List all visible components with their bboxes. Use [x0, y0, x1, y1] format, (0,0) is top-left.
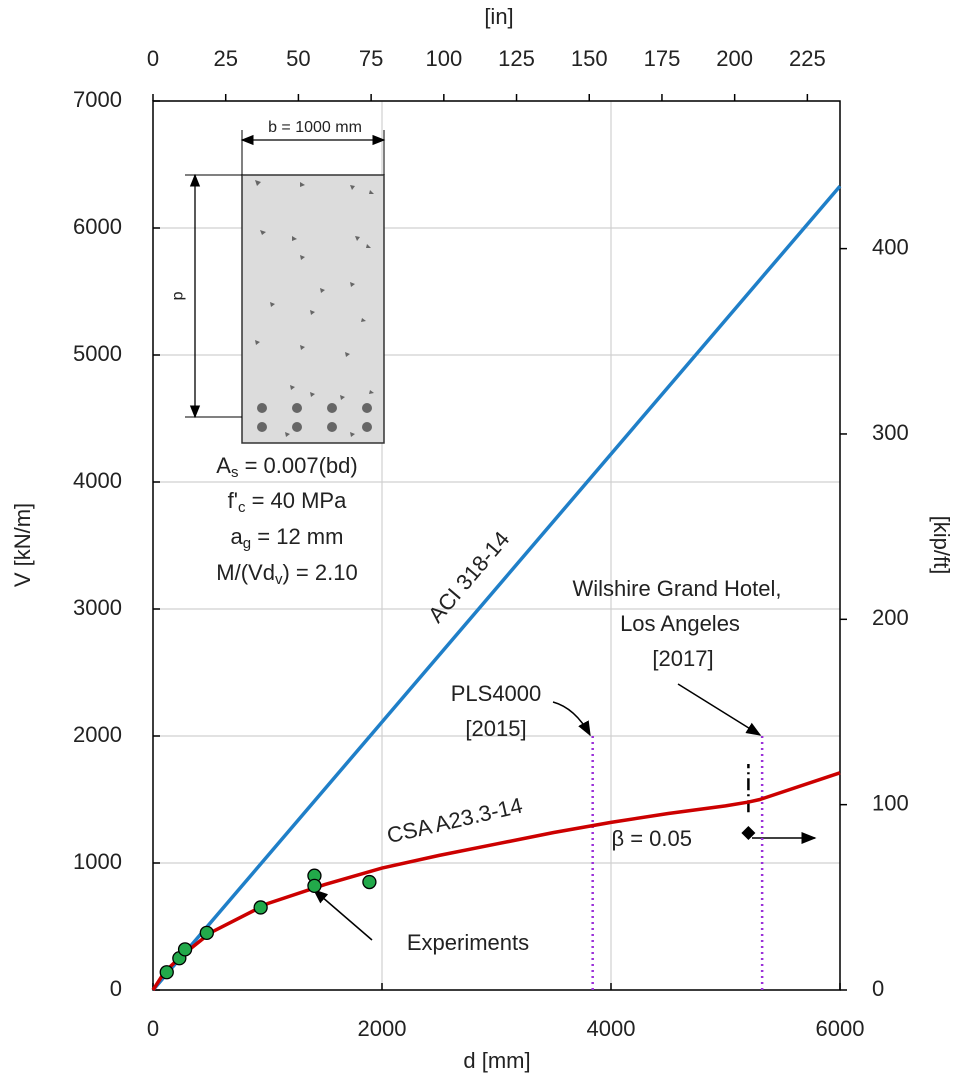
data-point: [159, 965, 174, 980]
x2-tick-label: 225: [789, 46, 826, 71]
x2-tick-label: 100: [425, 46, 462, 71]
section-depth: d: [170, 292, 187, 301]
x2-tick-label: 75: [359, 46, 383, 71]
annotation: PLS4000: [451, 681, 542, 706]
x-tick-label: 0: [147, 1016, 159, 1041]
formula-part: f': [228, 488, 238, 513]
x2-axis-title: [in]: [484, 4, 513, 29]
data-point: [307, 878, 322, 894]
subscript: s: [231, 464, 239, 481]
series-label: Experiments: [407, 930, 529, 955]
section-formula: M/(Vdv) = 2.10: [216, 560, 357, 588]
y2-axis-title: [kip/ft]: [929, 516, 954, 575]
x2-tick-label: 0: [147, 46, 159, 71]
y-tick-label: 2000: [73, 722, 122, 747]
y2-tick-label: 300: [872, 420, 909, 445]
subscript: v: [275, 571, 283, 588]
series-label: CSA A23.3-14: [384, 793, 524, 848]
y-tick-label: 3000: [73, 595, 122, 620]
annotation: Los Angeles: [620, 611, 740, 636]
data-point: [177, 942, 193, 957]
series-label: ACI 318-14: [423, 526, 514, 627]
y2-tick-label: 100: [872, 790, 909, 815]
data-point: [253, 900, 268, 915]
plot-frame: [152, 100, 841, 991]
formula-part: ) = 2.10: [282, 560, 357, 585]
y-axis-title: V [kN/m]: [10, 503, 35, 587]
series-line: [151, 184, 842, 992]
formula-part: A: [216, 453, 231, 478]
y2-tick-label: 200: [872, 605, 909, 630]
formula-part: = 40 MPa: [245, 488, 347, 513]
x2-tick-label: 50: [286, 46, 310, 71]
annotation: Wilshire Grand Hotel,: [572, 576, 781, 601]
annotation: [2017]: [652, 646, 713, 671]
x2-tick-label: 150: [571, 46, 608, 71]
y2-tick-label: 400: [872, 234, 909, 259]
x-tick-label: 6000: [816, 1016, 865, 1041]
x2-tick-label: 25: [213, 46, 237, 71]
data-point: [199, 925, 214, 940]
section-formula: f'c = 40 MPa: [228, 488, 347, 516]
y-tick-label: 5000: [73, 341, 122, 366]
annotation-arrows: [312, 683, 817, 941]
x2-tick-label: 200: [716, 46, 753, 71]
section-figure: [185, 130, 386, 444]
formula-part: = 12 mm: [251, 524, 343, 549]
annotation: β = 0.05: [611, 826, 692, 851]
y2-tick-label: 0: [872, 976, 884, 1001]
section-formula: As = 0.007(bd): [216, 453, 357, 481]
section-width: b = 1000 mm: [268, 119, 362, 136]
data-point: [362, 874, 377, 890]
annotation: [2015]: [465, 716, 526, 741]
x2-tick-label: 125: [498, 46, 535, 71]
y-tick-label: 4000: [73, 468, 122, 493]
formula-part: a: [231, 524, 244, 549]
formula-part: M/(Vd: [216, 560, 275, 585]
y-tick-label: 1000: [73, 849, 122, 874]
beta-marker: [741, 826, 756, 841]
formula-part: = 0.007(bd): [238, 453, 357, 478]
subscript: c: [238, 499, 246, 516]
x-tick-label: 2000: [358, 1016, 407, 1041]
y-tick-label: 6000: [73, 214, 122, 239]
x-axis-title: d [mm]: [463, 1048, 530, 1073]
section-formula: ag = 12 mm: [231, 524, 344, 552]
x2-tick-label: 175: [644, 46, 681, 71]
x-tick-label: 4000: [587, 1016, 636, 1041]
subscript: g: [243, 535, 251, 552]
series-line: [151, 771, 841, 991]
y-tick-label: 7000: [73, 87, 122, 112]
y-tick-label: 0: [110, 976, 122, 1001]
